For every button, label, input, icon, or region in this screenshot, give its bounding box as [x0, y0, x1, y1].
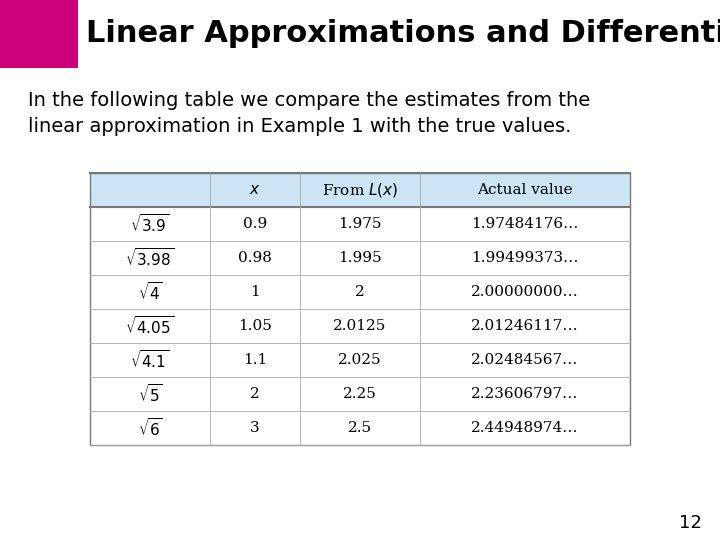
Text: 1.97484176…: 1.97484176…: [472, 217, 579, 231]
Text: In the following table we compare the estimates from the: In the following table we compare the es…: [28, 91, 590, 110]
Text: 1.995: 1.995: [338, 251, 382, 265]
Text: 12: 12: [679, 514, 702, 532]
Text: 2.44948974…: 2.44948974…: [472, 421, 579, 435]
Text: Linear Approximations and Differentials: Linear Approximations and Differentials: [86, 19, 720, 49]
Text: From $L(x)$: From $L(x)$: [322, 181, 398, 199]
Text: $\sqrt{6}$: $\sqrt{6}$: [138, 417, 163, 439]
Text: 2.5: 2.5: [348, 421, 372, 435]
Text: Actual value: Actual value: [477, 183, 573, 197]
Text: $\sqrt{3.9}$: $\sqrt{3.9}$: [130, 213, 170, 235]
Text: 2: 2: [355, 285, 365, 299]
Bar: [90, 173, 630, 445]
Text: 2.01246117…: 2.01246117…: [471, 319, 579, 333]
Text: linear approximation in Example 1 with the true values.: linear approximation in Example 1 with t…: [28, 117, 572, 136]
Text: 2.00000000…: 2.00000000…: [471, 285, 579, 299]
Text: 2.0125: 2.0125: [333, 319, 387, 333]
Text: $\sqrt{5}$: $\sqrt{5}$: [138, 383, 163, 405]
Text: 2.23606797…: 2.23606797…: [472, 387, 579, 401]
Text: 2.25: 2.25: [343, 387, 377, 401]
Text: $\sqrt{4.1}$: $\sqrt{4.1}$: [130, 349, 170, 371]
Text: 1.99499373…: 1.99499373…: [472, 251, 579, 265]
Text: 2: 2: [250, 387, 260, 401]
Text: $\sqrt{3.98}$: $\sqrt{3.98}$: [125, 247, 174, 269]
Text: 0.9: 0.9: [243, 217, 267, 231]
Text: $x$: $x$: [249, 183, 261, 197]
Bar: [0, 0, 78, 68]
Text: 1.1: 1.1: [243, 353, 267, 367]
Text: 1: 1: [250, 285, 260, 299]
Text: $\sqrt{4}$: $\sqrt{4}$: [138, 281, 163, 303]
Bar: [90, 173, 630, 207]
Text: 2.02484567…: 2.02484567…: [472, 353, 579, 367]
Text: 2.025: 2.025: [338, 353, 382, 367]
Text: $\sqrt{4.05}$: $\sqrt{4.05}$: [125, 315, 174, 337]
Text: 0.98: 0.98: [238, 251, 272, 265]
Text: 1.975: 1.975: [338, 217, 382, 231]
Text: 1.05: 1.05: [238, 319, 272, 333]
Text: 3: 3: [250, 421, 260, 435]
